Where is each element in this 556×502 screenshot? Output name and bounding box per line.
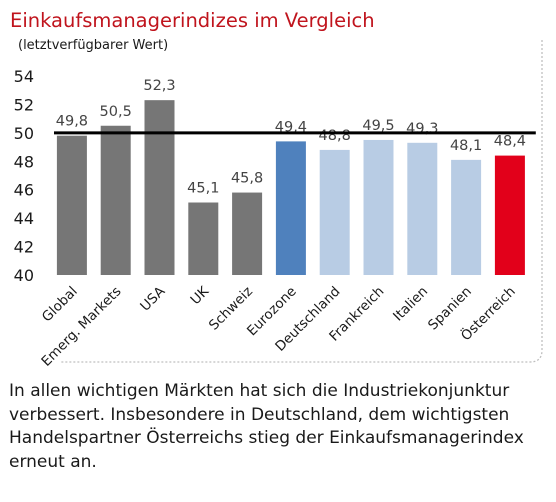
x-tick-label: Global <box>39 284 81 326</box>
bar-uk <box>188 202 219 275</box>
value-label: 49,3 <box>406 121 438 137</box>
value-label: 49,8 <box>56 114 88 130</box>
y-tick-label: 50 <box>14 124 34 143</box>
value-label: 48,8 <box>319 128 351 144</box>
value-labels: 49,850,552,345,145,849,448,849,5 49,348,1… <box>56 78 526 196</box>
value-label: 48,4 <box>494 134 526 150</box>
x-tick-label: UK <box>188 283 213 308</box>
value-label: 48,1 <box>450 138 482 154</box>
y-tick-label: 52 <box>14 95 34 114</box>
bar-chart: Einkaufsmanagerindizes im Vergleich (let… <box>10 9 543 366</box>
chart-title: Einkaufsmanagerindizes im Vergleich <box>10 9 375 32</box>
value-label: 49,5 <box>362 118 394 134</box>
y-tick-label: 40 <box>14 266 34 285</box>
y-tick-label: 44 <box>14 209 34 228</box>
bar--sterreich <box>494 155 525 275</box>
bars <box>56 100 525 276</box>
bar-spanien <box>451 159 482 275</box>
chart-caption: In allen wichtigen Märkten hat sich die … <box>9 381 524 472</box>
y-tick-label: 48 <box>14 152 34 171</box>
y-tick-label: 42 <box>14 238 34 257</box>
bar-deutschland <box>319 149 350 275</box>
value-label: 45,1 <box>187 181 219 197</box>
x-tick-label: Italien <box>390 284 431 325</box>
bar-global <box>56 135 87 275</box>
value-label: 52,3 <box>143 78 175 94</box>
value-label: 45,8 <box>231 171 263 187</box>
y-tick-label: 46 <box>14 181 34 200</box>
y-axis: 40 42 44 46 48 50 52 54 <box>14 67 34 285</box>
x-tick-label: Emerg. Markets <box>38 284 124 366</box>
value-label: 50,5 <box>100 104 132 120</box>
x-tick-label: USA <box>137 283 169 315</box>
bar-italien <box>407 142 438 275</box>
bar-emerg-markets <box>100 125 131 275</box>
bar-schweiz <box>232 192 263 275</box>
chart-panel: Einkaufsmanagerindizes im Vergleich (let… <box>10 9 543 366</box>
bar-frankreich <box>363 139 394 275</box>
chart-subtitle: (letztverfügbarer Wert) <box>18 38 168 53</box>
bar-eurozone <box>275 141 306 275</box>
chart-frame <box>60 40 543 363</box>
bar-usa <box>144 100 175 276</box>
y-tick-label: 54 <box>14 67 34 86</box>
